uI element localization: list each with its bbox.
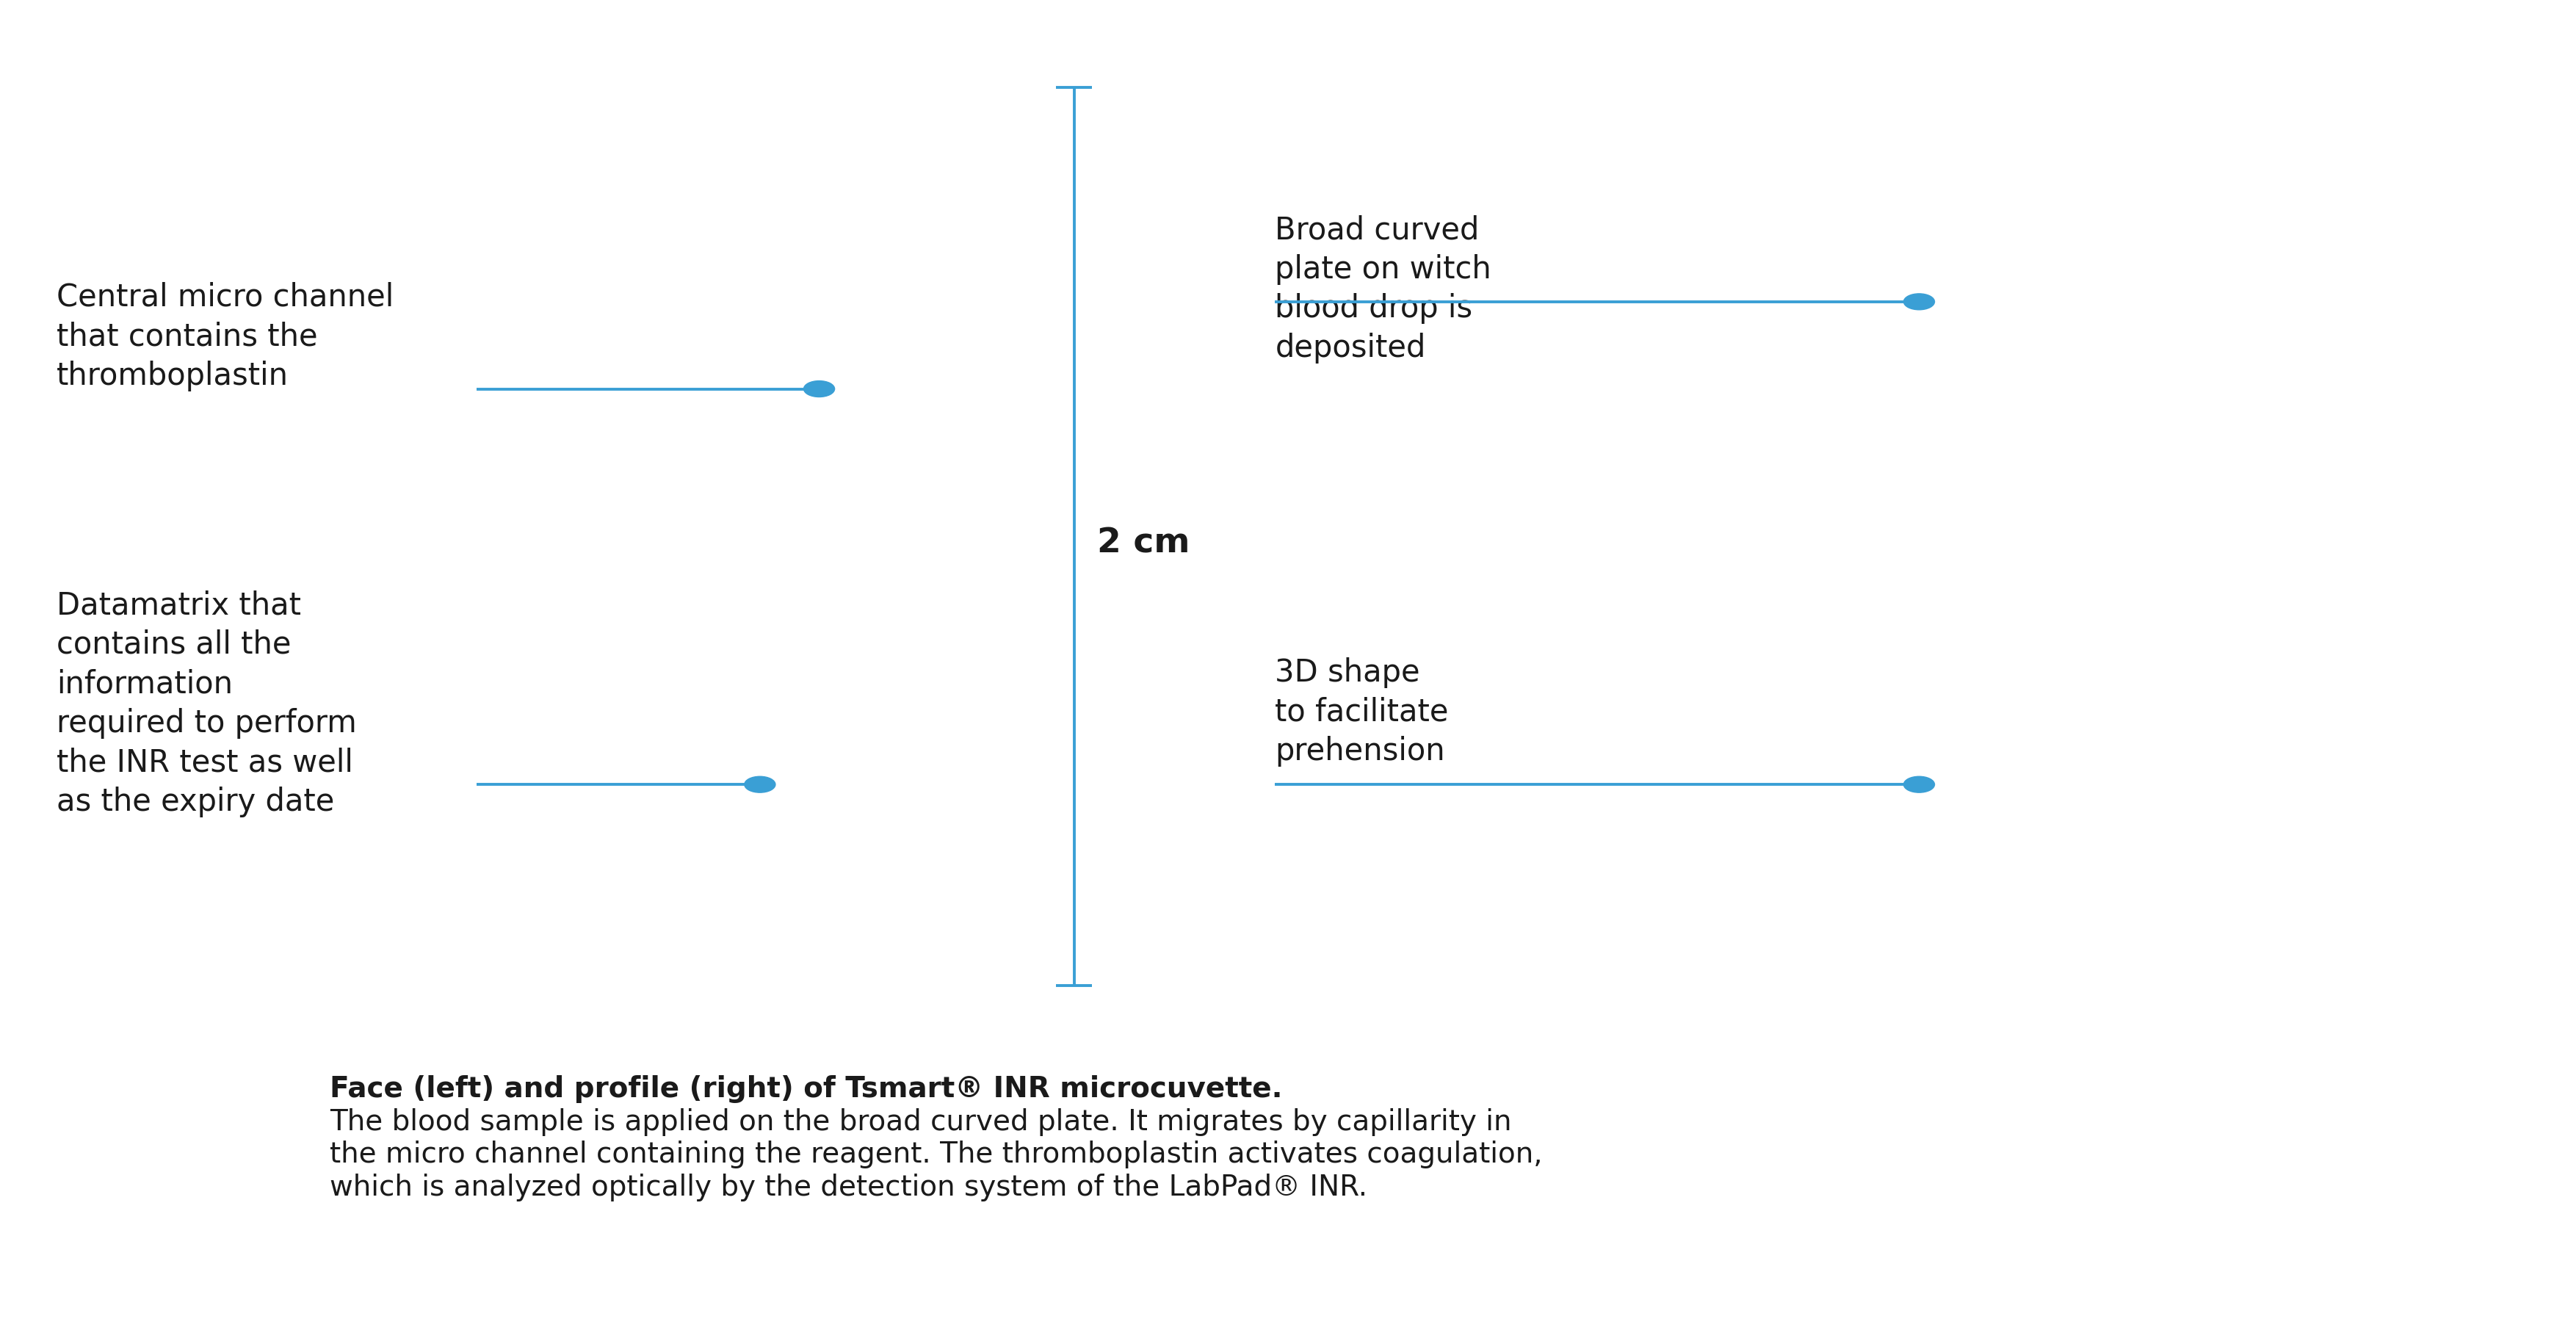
Text: which is analyzed optically by the detection system of the LabPad® INR.: which is analyzed optically by the detec…: [330, 1173, 1368, 1202]
Circle shape: [804, 381, 835, 397]
Circle shape: [744, 776, 775, 793]
Circle shape: [1904, 294, 1935, 310]
Text: the micro channel containing the reagent. The thromboplastin activates coagulati: the micro channel containing the reagent…: [330, 1141, 1543, 1168]
Text: Datamatrix that
contains all the
information
required to perform
the INR test as: Datamatrix that contains all the informa…: [57, 590, 358, 818]
Text: 3D shape
to facilitate
prehension: 3D shape to facilitate prehension: [1275, 657, 1448, 767]
Text: Broad curved
plate on witch
blood drop is
deposited: Broad curved plate on witch blood drop i…: [1275, 215, 1492, 363]
Text: The blood sample is applied on the broad curved plate. It migrates by capillarit: The blood sample is applied on the broad…: [330, 1108, 1512, 1136]
Text: Central micro channel
that contains the
thromboplastin: Central micro channel that contains the …: [57, 282, 394, 392]
Text: Face (left) and profile (right) of Tsmart® INR microcuvette.: Face (left) and profile (right) of Tsmar…: [330, 1075, 1283, 1104]
Text: 2 cm: 2 cm: [1097, 527, 1190, 559]
Circle shape: [1904, 776, 1935, 793]
